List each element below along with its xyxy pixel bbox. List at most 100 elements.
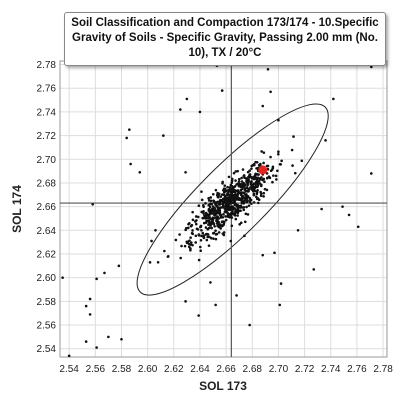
data-point [200, 228, 203, 232]
data-point [156, 260, 160, 264]
data-point [179, 108, 182, 111]
data-point [271, 180, 274, 184]
data-points [61, 62, 373, 358]
data-point [190, 231, 194, 235]
y-tick-label: 2.60 [37, 273, 57, 284]
data-point [207, 244, 211, 247]
data-point [226, 185, 229, 189]
data-point [242, 185, 245, 189]
data-point [254, 185, 258, 189]
data-point [185, 240, 189, 244]
data-point [246, 213, 250, 216]
data-point [191, 218, 195, 222]
x-tick-label: 2.76 [347, 364, 367, 375]
data-point [250, 167, 253, 170]
data-point [163, 249, 166, 253]
data-point [187, 222, 190, 226]
x-tick-label: 2.74 [321, 364, 341, 375]
data-point [242, 208, 246, 212]
data-point [148, 261, 152, 264]
data-point [242, 202, 246, 205]
data-point [221, 180, 224, 184]
data-point [243, 220, 247, 224]
data-point [222, 231, 226, 234]
chart-title: Soil Classification and Compaction 173/1… [71, 17, 379, 59]
data-point [262, 195, 265, 198]
data-point [215, 193, 219, 197]
data-point [238, 206, 242, 209]
data-point [246, 170, 250, 174]
data-point [214, 188, 218, 192]
data-point [154, 229, 157, 232]
data-point [223, 199, 227, 203]
data-point [196, 215, 200, 219]
data-point [222, 223, 226, 226]
data-point [120, 337, 123, 341]
data-point [224, 205, 227, 208]
data-point [234, 208, 238, 212]
data-point [224, 194, 227, 198]
x-tick-label: 2.72 [295, 364, 315, 375]
data-point [194, 234, 198, 238]
data-point [237, 177, 241, 181]
data-point [240, 191, 244, 194]
data-point [228, 197, 232, 201]
data-point [258, 177, 262, 180]
data-point [226, 203, 229, 206]
data-point [277, 152, 280, 156]
data-point [218, 199, 222, 203]
data-point [224, 189, 228, 193]
data-point [252, 193, 256, 197]
data-point [247, 204, 251, 207]
data-point [202, 234, 206, 237]
data-point [280, 159, 283, 163]
data-point [200, 190, 203, 193]
data-point [291, 164, 294, 167]
data-point [370, 65, 373, 69]
data-point [213, 201, 217, 205]
data-point [296, 229, 300, 232]
data-point [214, 209, 217, 212]
data-point [231, 212, 235, 215]
data-point [125, 136, 129, 140]
x-tick-label: 2.62 [164, 364, 184, 375]
data-point [210, 202, 214, 206]
data-point [269, 169, 273, 173]
data-point [239, 198, 243, 202]
data-point [370, 172, 373, 175]
data-point [223, 184, 227, 187]
data-point [278, 303, 282, 307]
data-point [265, 172, 269, 175]
data-point [262, 151, 266, 154]
data-point [220, 224, 224, 228]
data-point [187, 245, 191, 249]
data-point [189, 236, 192, 239]
data-point [246, 180, 249, 184]
data-point [250, 177, 254, 180]
x-axis-label: SOL 173 [199, 379, 247, 393]
data-point [213, 225, 216, 228]
data-point [259, 194, 263, 198]
data-point [253, 189, 257, 193]
data-point [234, 217, 238, 221]
data-point [103, 271, 106, 275]
data-point [194, 215, 198, 218]
data-point [230, 177, 234, 181]
data-point [273, 251, 276, 255]
data-point [233, 185, 237, 188]
data-point [202, 205, 205, 208]
x-tick-label: 2.58 [112, 364, 132, 375]
data-point [233, 203, 237, 207]
y-axis-label: SOL 174 [10, 185, 24, 233]
data-point [219, 223, 222, 226]
data-point [223, 207, 227, 210]
data-point [207, 219, 211, 222]
data-point [166, 255, 170, 258]
data-point [208, 235, 211, 239]
data-point [204, 202, 207, 205]
data-point [91, 202, 94, 206]
data-point [207, 197, 210, 200]
data-point [236, 169, 240, 173]
data-point [276, 169, 279, 173]
data-point [255, 181, 259, 185]
